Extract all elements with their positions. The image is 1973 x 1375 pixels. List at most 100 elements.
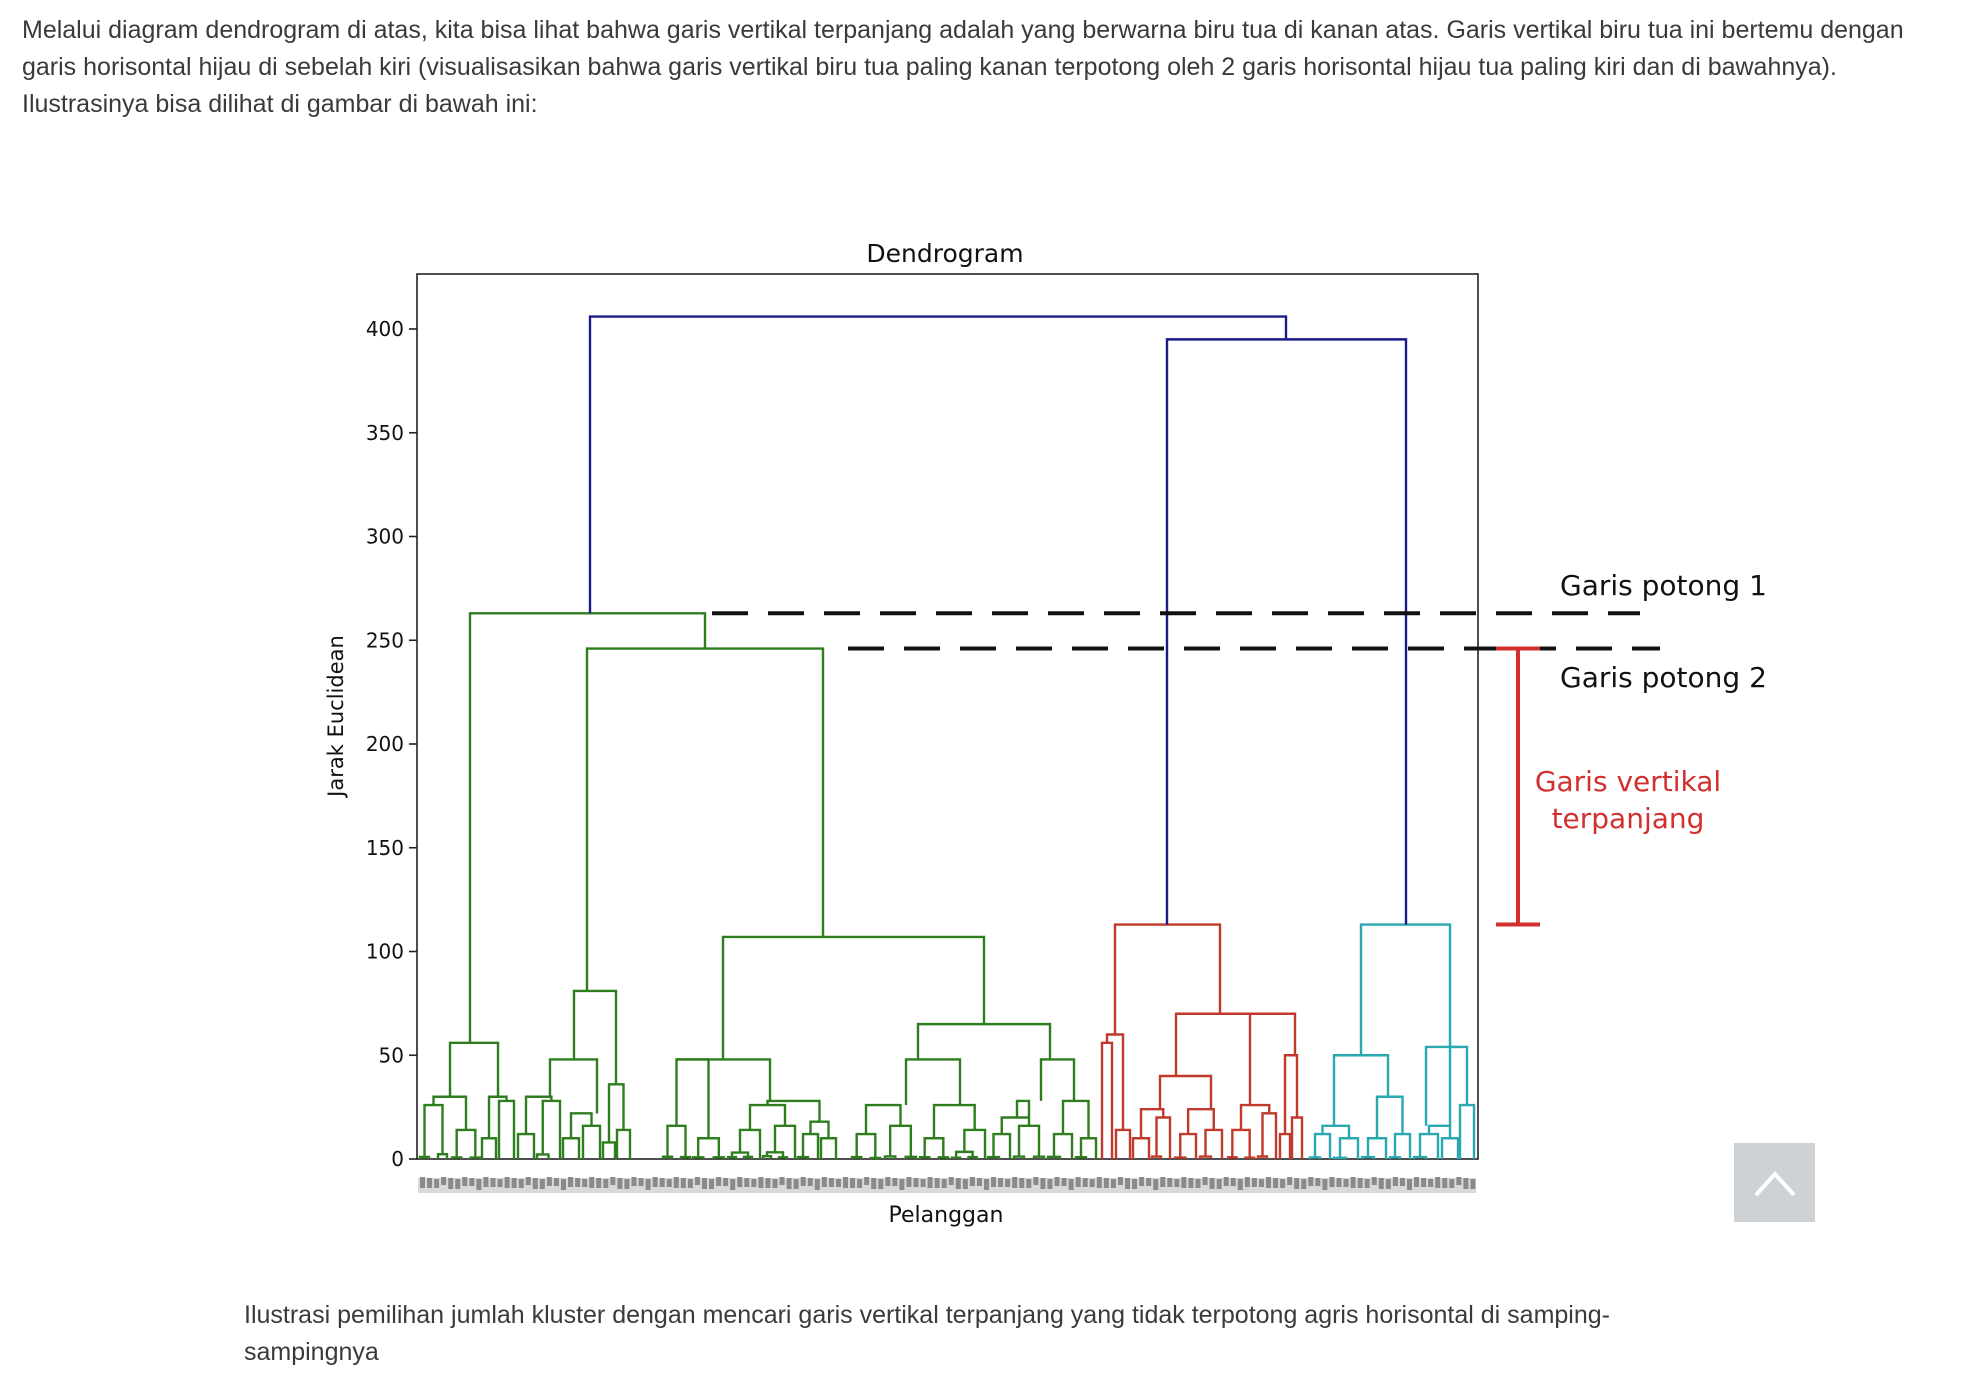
chevron-up-icon xyxy=(1754,1170,1795,1196)
leaf-label xyxy=(448,1178,454,1189)
leaf-label xyxy=(1329,1177,1335,1187)
leaf-label xyxy=(1280,1179,1286,1188)
dendrogram-link xyxy=(923,1137,945,1158)
leaf-label xyxy=(779,1177,785,1185)
leaf-label xyxy=(694,1177,700,1185)
leaf-label xyxy=(878,1179,884,1189)
dendrogram-link xyxy=(1015,1099,1031,1118)
dendrogram-link xyxy=(541,1099,562,1159)
leaf-label xyxy=(652,1177,658,1187)
leaf-label xyxy=(589,1177,595,1188)
dendrogram-link xyxy=(450,1156,463,1159)
leaf-label xyxy=(828,1178,834,1187)
leaf-label xyxy=(1350,1177,1356,1188)
leaf-label xyxy=(680,1178,686,1188)
dendrogram-link xyxy=(1313,1132,1332,1159)
leaf-label xyxy=(610,1177,616,1185)
leaf-label xyxy=(1040,1178,1046,1189)
dendrogram-link xyxy=(1139,1108,1165,1139)
leaf-label xyxy=(1202,1177,1208,1185)
leaf-label xyxy=(913,1178,919,1187)
dendrogram-link xyxy=(773,1124,797,1159)
y-tick-label: 150 xyxy=(366,836,404,860)
dendrogram-link xyxy=(904,1155,918,1159)
leaf-label xyxy=(1470,1179,1476,1189)
dendrogram-link xyxy=(661,1155,674,1159)
leaf-label xyxy=(546,1177,552,1186)
leaf-label xyxy=(631,1177,637,1186)
dendrogram-link xyxy=(469,1156,482,1159)
leaf-label xyxy=(1061,1178,1067,1186)
leaf-label xyxy=(455,1179,461,1189)
dendrogram-link xyxy=(850,1155,863,1159)
dendrogram-link xyxy=(588,315,1288,614)
leaf-label xyxy=(835,1179,841,1187)
leaf-label xyxy=(1132,1179,1138,1189)
dendrogram-link xyxy=(809,1120,830,1139)
dendrogram-link xyxy=(992,1132,1012,1159)
leaf-label xyxy=(1026,1179,1032,1188)
dendrogram-link xyxy=(1012,1155,1026,1159)
y-tick-label: 300 xyxy=(366,525,404,549)
leaf-label xyxy=(1160,1177,1166,1187)
scroll-to-top-button[interactable] xyxy=(1734,1143,1815,1222)
dendrogram-link xyxy=(1061,1099,1090,1139)
leaf-label xyxy=(1082,1178,1088,1187)
leaf-label xyxy=(998,1178,1004,1187)
y-tick-label: 200 xyxy=(366,732,404,756)
dendrogram-link xyxy=(1017,1124,1041,1157)
leaf-label xyxy=(1117,1177,1123,1185)
dendrogram-link xyxy=(1427,1124,1452,1139)
dendrogram-link xyxy=(1283,1054,1299,1135)
annotations: Garis potong 1 Garis potong 2 Garis vertik… xyxy=(712,569,1767,927)
leaf-label xyxy=(765,1178,771,1188)
leaf-label xyxy=(984,1179,989,1190)
leaf-label xyxy=(1322,1179,1328,1190)
leaf-label xyxy=(1012,1177,1018,1188)
leaf-label xyxy=(927,1177,933,1188)
dendrogram-link xyxy=(1321,1124,1351,1139)
dendrogram-link xyxy=(1332,1054,1390,1126)
dendrogram-link xyxy=(1079,1137,1098,1159)
leaf-label xyxy=(885,1177,891,1186)
leaf-label xyxy=(582,1179,588,1187)
dendrogram-link xyxy=(742,1155,754,1159)
leaf-label xyxy=(462,1177,468,1186)
leaf-label xyxy=(1195,1179,1201,1188)
leaf-label xyxy=(1019,1178,1025,1188)
leaf-label xyxy=(1449,1179,1455,1188)
leaf-label xyxy=(730,1179,736,1190)
dendrogram-link xyxy=(1393,1132,1412,1159)
leaf-label xyxy=(638,1178,644,1186)
leaf-label xyxy=(1089,1179,1095,1187)
leaf-label xyxy=(525,1177,531,1185)
leaf-label xyxy=(687,1179,693,1188)
dendrogram-link xyxy=(1113,923,1222,1035)
leaf-label xyxy=(1125,1178,1130,1189)
longest-vertical-label-2: terpanjang xyxy=(1552,802,1705,835)
leaf-label xyxy=(1005,1179,1011,1187)
leaf-label xyxy=(617,1178,623,1189)
dendrogram-link xyxy=(1165,338,1408,925)
leaf-label xyxy=(490,1178,496,1187)
dendrogram-link xyxy=(1100,1041,1114,1159)
leaf-label xyxy=(962,1179,968,1189)
dendrogram-links xyxy=(418,315,1476,1160)
leaf-label xyxy=(420,1177,425,1188)
leaf-label xyxy=(1385,1179,1391,1189)
dendrogram-link xyxy=(1052,1132,1074,1159)
leaf-label xyxy=(1237,1179,1243,1190)
dendrogram-link xyxy=(1290,1116,1304,1159)
dendrogram-link xyxy=(712,1156,726,1159)
dendrogram-link xyxy=(950,1156,962,1159)
dendrogram-link xyxy=(721,935,986,1060)
leaf-label xyxy=(1336,1178,1342,1187)
dendrogram-link xyxy=(1204,1128,1224,1159)
leaf-label xyxy=(976,1178,982,1186)
dendrogram-link xyxy=(561,1137,581,1159)
dendrogram-link xyxy=(1261,1112,1278,1159)
leaf-label xyxy=(991,1177,997,1187)
leaf-label xyxy=(1442,1178,1448,1188)
leaf-label xyxy=(469,1178,475,1186)
